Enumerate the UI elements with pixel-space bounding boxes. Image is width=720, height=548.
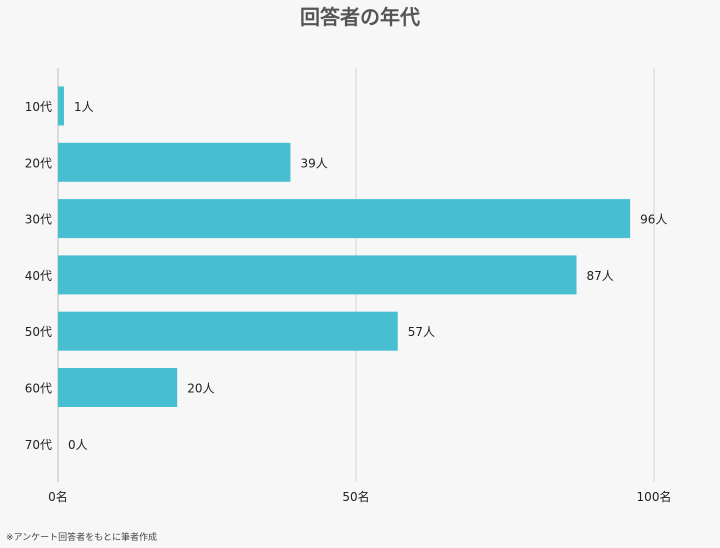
data-label: 39人 [300, 156, 327, 170]
bar [58, 199, 631, 239]
category-label: 50代 [25, 325, 52, 339]
bar [58, 142, 291, 182]
category-label: 20代 [25, 156, 52, 170]
category-label: 40代 [25, 269, 52, 283]
data-label: 0人 [68, 438, 88, 452]
category-label: 10代 [25, 100, 52, 114]
bars [58, 86, 631, 407]
x-tick-label: 100名 [637, 489, 672, 504]
bar [58, 368, 178, 407]
chart-title: 回答者の年代 [300, 5, 420, 29]
data-label: 20人 [187, 382, 214, 396]
category-label: 70代 [25, 438, 52, 452]
bar [58, 86, 64, 126]
bar [58, 255, 577, 295]
value-labels: 1人 39人 96人 87人 57人 20人 0人 [68, 100, 667, 452]
footnote: ※アンケート回答者をもとに筆者作成 [6, 531, 157, 543]
x-tick-label: 50名 [342, 489, 369, 504]
x-tick-label: 0名 [48, 489, 68, 504]
x-axis-ticks: 0名 50名 100名 [48, 489, 671, 504]
data-label: 87人 [587, 269, 614, 283]
data-label: 57人 [408, 325, 435, 339]
category-label: 60代 [25, 382, 52, 396]
data-label: 96人 [640, 213, 667, 227]
category-labels: 10代 20代 30代 40代 50代 60代 70代 [25, 100, 52, 452]
category-label: 30代 [25, 213, 52, 227]
data-label: 1人 [74, 100, 94, 114]
bar [58, 311, 398, 351]
